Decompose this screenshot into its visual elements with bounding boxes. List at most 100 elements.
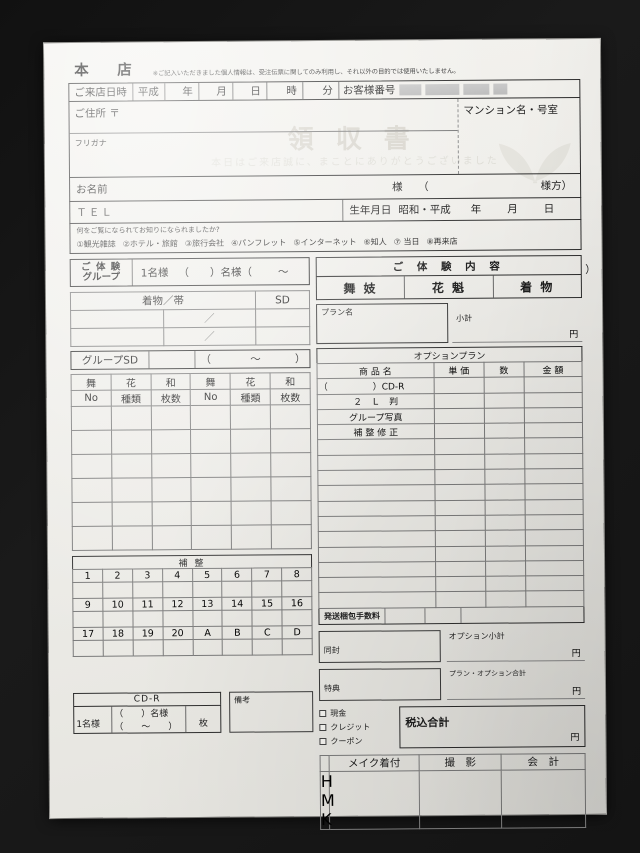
customer-number-cell[interactable]: お客様番号 bbox=[339, 80, 580, 99]
table-row[interactable] bbox=[72, 524, 312, 551]
cell[interactable] bbox=[484, 438, 525, 455]
cell[interactable] bbox=[434, 438, 485, 455]
cell[interactable] bbox=[270, 428, 311, 453]
cell[interactable] bbox=[192, 581, 223, 598]
payment-method-credit[interactable]: クレジット bbox=[319, 720, 395, 735]
cell[interactable] bbox=[222, 639, 253, 656]
referral-option[interactable]: ⑧再来店 bbox=[426, 236, 458, 247]
cell[interactable] bbox=[231, 524, 272, 550]
cell[interactable] bbox=[485, 530, 526, 546]
cell[interactable] bbox=[102, 611, 133, 628]
option-subtotal-field[interactable]: オプション小計 円 bbox=[446, 628, 585, 662]
table-row[interactable] bbox=[71, 476, 312, 503]
hosei-num[interactable]: 8 bbox=[281, 567, 312, 581]
checkbox-icon[interactable] bbox=[319, 738, 327, 746]
referral-option[interactable]: ⑦ 当日 bbox=[393, 237, 420, 247]
cell[interactable] bbox=[485, 591, 526, 607]
cell[interactable] bbox=[252, 609, 283, 627]
cell[interactable] bbox=[317, 439, 435, 456]
cell[interactable] bbox=[102, 582, 133, 599]
hosei-num[interactable]: 2 bbox=[102, 569, 133, 583]
kimono-sd-cell[interactable] bbox=[255, 308, 310, 328]
table-row[interactable] bbox=[73, 638, 313, 657]
cell[interactable] bbox=[150, 405, 191, 430]
option-unit-price[interactable] bbox=[433, 408, 485, 424]
shipping-qty-cell[interactable] bbox=[425, 607, 462, 623]
cell[interactable] bbox=[103, 640, 134, 657]
cell[interactable] bbox=[317, 469, 435, 486]
cell[interactable] bbox=[112, 525, 153, 551]
cell[interactable] bbox=[151, 525, 192, 550]
cell[interactable] bbox=[525, 560, 584, 577]
referral-option[interactable]: ④パンフレット bbox=[231, 238, 287, 248]
subtotal-field[interactable]: 小計 円 bbox=[452, 301, 583, 343]
table-row[interactable]: H M K bbox=[320, 769, 586, 830]
cell[interactable] bbox=[191, 501, 232, 526]
cell[interactable] bbox=[282, 638, 313, 655]
cell[interactable] bbox=[151, 501, 192, 526]
cell[interactable] bbox=[270, 404, 311, 429]
staff-photo-cell[interactable] bbox=[419, 769, 502, 829]
cell[interactable] bbox=[271, 524, 312, 549]
table-row[interactable] bbox=[72, 500, 312, 527]
cell[interactable] bbox=[434, 499, 486, 516]
plan-name-field[interactable]: プラン名 bbox=[316, 303, 449, 345]
cell[interactable] bbox=[72, 502, 113, 527]
cell[interactable] bbox=[485, 514, 525, 531]
cell[interactable] bbox=[318, 500, 435, 517]
cell[interactable] bbox=[525, 575, 584, 592]
hosei-num[interactable]: 4 bbox=[162, 568, 193, 582]
cell[interactable] bbox=[162, 639, 193, 656]
cell[interactable] bbox=[484, 469, 525, 485]
hosei-num[interactable]: 7 bbox=[251, 567, 282, 582]
name-row[interactable]: お名前 様 （ 様方） bbox=[69, 173, 582, 203]
cell[interactable] bbox=[524, 483, 584, 500]
cell[interactable] bbox=[72, 526, 113, 551]
cell[interactable] bbox=[485, 560, 526, 577]
option-unit-price[interactable] bbox=[433, 377, 485, 394]
option-qty[interactable] bbox=[484, 423, 525, 439]
group-sd-row[interactable]: グループSD （ 〜 ） bbox=[70, 349, 311, 370]
cell[interactable] bbox=[524, 437, 583, 454]
cdr-body[interactable]: 1名様 （ ）名様 （ 〜 ） 枚 bbox=[73, 704, 222, 734]
visit-hour-field[interactable]: 時 bbox=[266, 82, 303, 100]
cell[interactable] bbox=[318, 530, 436, 548]
payment-method-coupon[interactable]: クーポン bbox=[319, 734, 395, 749]
hosei-num[interactable]: 6 bbox=[221, 568, 252, 582]
cell[interactable] bbox=[317, 454, 435, 471]
cell[interactable] bbox=[524, 529, 584, 546]
cell[interactable] bbox=[111, 477, 152, 503]
table-row[interactable] bbox=[72, 580, 312, 599]
hosei-num[interactable]: 12 bbox=[162, 597, 193, 611]
cell[interactable] bbox=[435, 576, 486, 593]
table-row[interactable] bbox=[71, 404, 311, 431]
cell[interactable] bbox=[73, 640, 104, 657]
referral-option[interactable]: ⑤インターネット bbox=[293, 237, 357, 248]
experience-option-kimono[interactable]: 着 物 bbox=[493, 275, 580, 298]
cell[interactable] bbox=[71, 454, 112, 479]
group-sd-value[interactable] bbox=[149, 351, 196, 369]
cell[interactable] bbox=[524, 514, 584, 531]
table-row[interactable] bbox=[72, 609, 313, 628]
cell[interactable] bbox=[435, 591, 486, 608]
cell[interactable] bbox=[231, 452, 272, 478]
shipping-unit-cell[interactable] bbox=[385, 607, 426, 624]
referral-option[interactable]: ①観光雑誌 bbox=[76, 239, 116, 249]
option-unit-price[interactable] bbox=[433, 392, 485, 409]
cell[interactable] bbox=[485, 499, 525, 516]
cell[interactable] bbox=[162, 610, 193, 627]
cell[interactable] bbox=[222, 581, 253, 598]
hosei-num[interactable]: 16 bbox=[281, 596, 312, 610]
cell[interactable] bbox=[151, 477, 192, 502]
cell[interactable] bbox=[271, 476, 312, 501]
visit-minute-field[interactable]: 分 bbox=[302, 81, 339, 100]
enclosed-field[interactable]: 同封 bbox=[318, 629, 441, 663]
cell[interactable] bbox=[270, 452, 311, 477]
cell[interactable] bbox=[192, 610, 223, 627]
cell[interactable] bbox=[71, 478, 112, 503]
hosei-num[interactable]: C bbox=[252, 625, 283, 640]
address-field[interactable]: ご住所 〒 フリガナ bbox=[69, 99, 458, 177]
shipping-amount-cell[interactable] bbox=[461, 607, 583, 623]
cell[interactable] bbox=[191, 525, 232, 550]
hosei-num[interactable]: 11 bbox=[132, 597, 163, 612]
